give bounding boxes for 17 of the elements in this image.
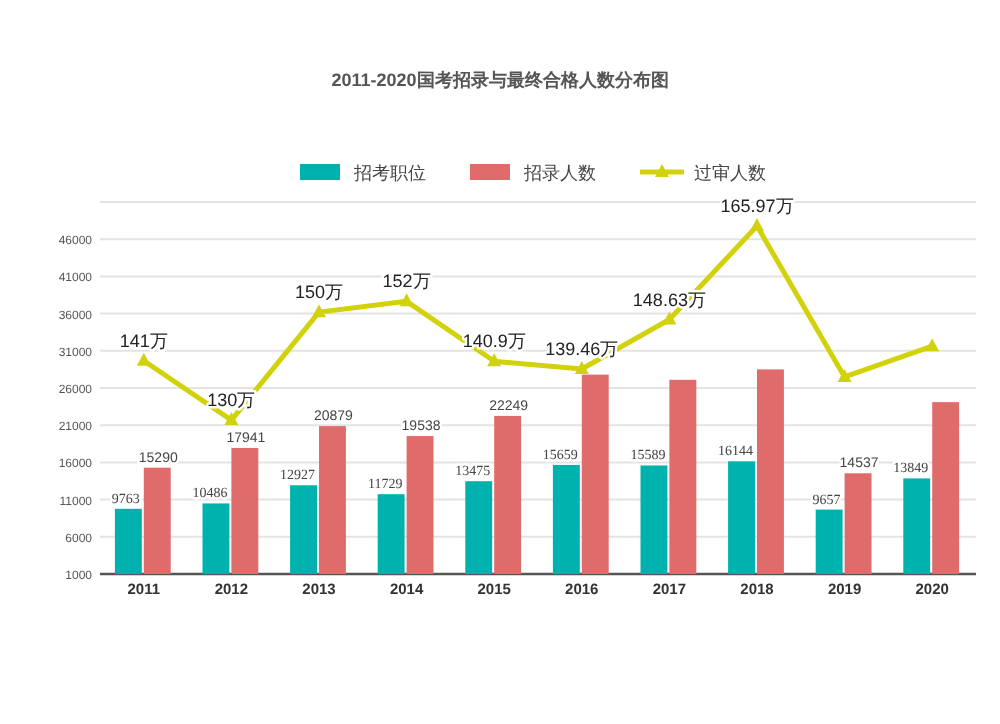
data-label: 152万 — [382, 271, 431, 292]
point — [837, 368, 852, 382]
data-label: 165.97万 — [720, 195, 794, 216]
legend-label: 过审人数 — [694, 163, 766, 183]
point — [136, 352, 151, 366]
data-label: 150万 — [294, 282, 344, 303]
point — [925, 338, 940, 352]
legend-label: 招考职位 — [352, 163, 426, 183]
legend-label: 招录人数 — [522, 163, 596, 183]
point — [750, 217, 764, 231]
point — [312, 304, 326, 318]
data-label: 141万 — [119, 330, 168, 351]
point — [487, 353, 502, 367]
point — [224, 412, 239, 426]
point — [574, 361, 589, 375]
point — [399, 293, 414, 307]
chart-title: 2011-2020国考招录与最终合格人数分布图 — [331, 70, 669, 90]
